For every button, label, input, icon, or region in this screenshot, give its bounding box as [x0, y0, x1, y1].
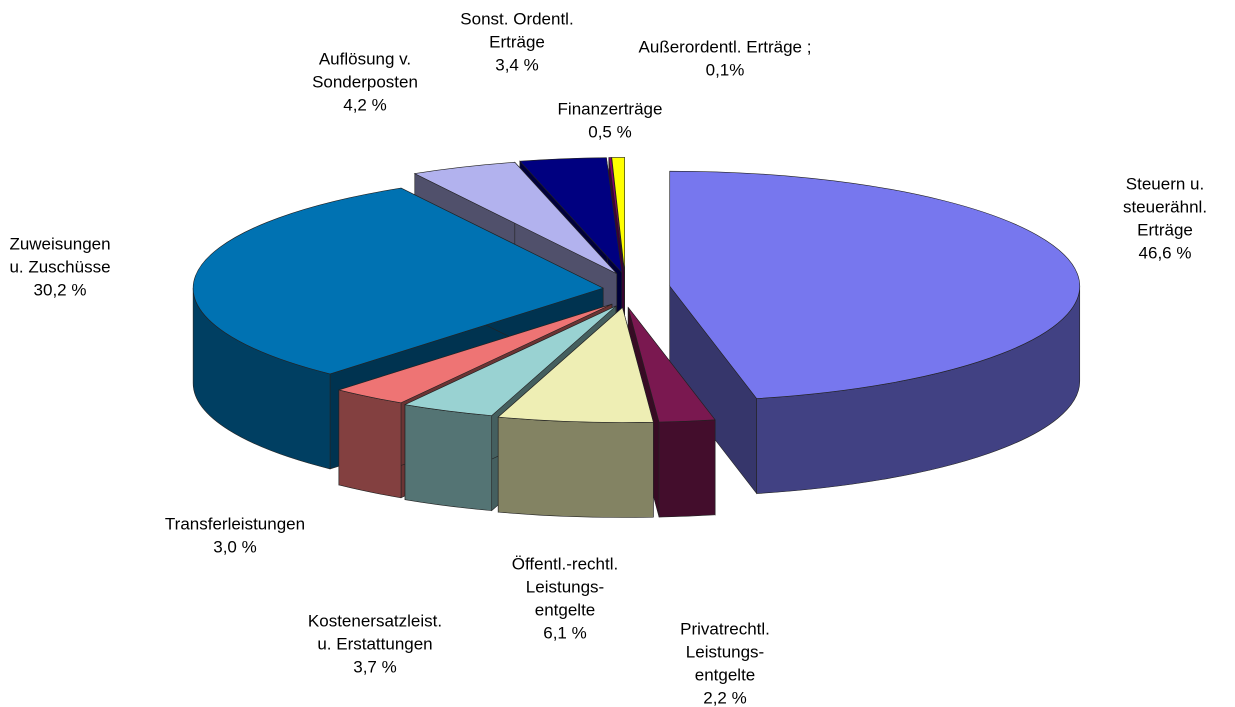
slice-outer-wall — [404, 404, 493, 511]
slice-label: Außerordentl. Erträge ; — [639, 37, 812, 56]
slice-label: entgelte — [535, 600, 596, 619]
slice-label: Privatrechtl. — [680, 619, 770, 638]
slice-label: Steuern u. — [1126, 174, 1204, 193]
slice-value-label: 0,1% — [706, 60, 745, 79]
slice-value-label: 0,5 % — [588, 122, 631, 141]
slice-label: Sonst. Ordentl. — [460, 9, 573, 28]
slice-value-label: 3,0 % — [213, 537, 256, 556]
slice-label: Öffentl.-rechtl. — [512, 554, 618, 573]
slice-value-label: 4,2 % — [343, 95, 386, 114]
slice-label: Sonderposten — [312, 72, 418, 91]
slice-value-label: 46,6 % — [1139, 243, 1192, 262]
slice-label: Leistungs- — [526, 577, 604, 596]
slice-label: Erträge — [489, 32, 545, 51]
slice-top — [627, 307, 716, 423]
slice — [497, 306, 654, 518]
slice-value-label: 3,7 % — [353, 657, 396, 676]
slice-top — [192, 187, 604, 375]
slice-value-label: 3,4 % — [495, 55, 538, 74]
slice-label: Leistungs- — [686, 642, 764, 661]
slice — [669, 170, 1081, 495]
slice-top — [519, 157, 623, 274]
slice-value-label: 2,2 % — [703, 688, 746, 707]
slice-label: entgelte — [695, 665, 756, 684]
slice-label: Zuweisungen — [9, 234, 110, 253]
slice-label: u. Zuschüsse — [9, 257, 110, 276]
slice-top — [669, 170, 1080, 399]
slice-outer-wall — [497, 416, 654, 518]
slice-top — [404, 305, 617, 416]
slice-label: Kostenersatzleist. — [308, 611, 442, 630]
slice-label: steuerähnl. — [1123, 197, 1207, 216]
slice-outer-wall — [658, 419, 716, 518]
slice-top — [413, 161, 617, 274]
slice-label: Erträge — [1137, 220, 1193, 239]
slice-value-label: 30,2 % — [34, 280, 87, 299]
slice-label: Finanzerträge — [558, 99, 663, 118]
slice-top — [497, 306, 654, 423]
slice-top — [611, 157, 625, 273]
slice-top — [337, 303, 613, 404]
slice-label: u. Erstattungen — [317, 634, 432, 653]
slice-label: Transferleistungen — [165, 514, 305, 533]
slice-value-label: 6,1 % — [543, 623, 586, 642]
slice-label: Auflösung v. — [319, 49, 411, 68]
slice-outer-wall — [338, 389, 402, 499]
slice-top — [608, 157, 625, 273]
